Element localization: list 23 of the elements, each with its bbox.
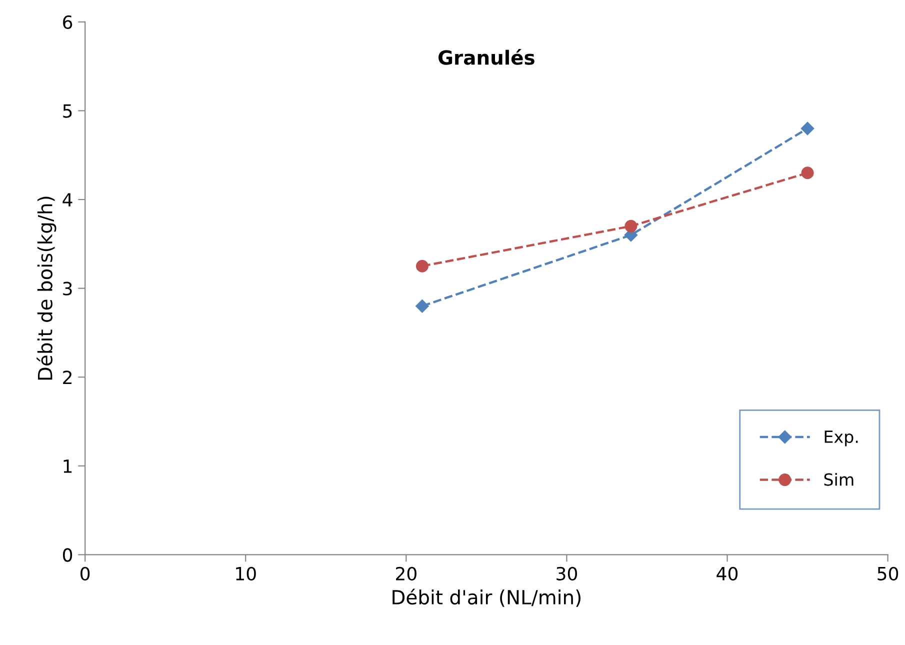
x-axis-title: Débit d'air (NL/min) bbox=[392, 588, 580, 607]
point bbox=[801, 166, 814, 180]
x-tick-label: 10 bbox=[236, 566, 256, 580]
y-tick-label: 6 bbox=[63, 15, 72, 30]
y-tick-label: 5 bbox=[63, 104, 72, 118]
y-axis-title: Débit de bois(kg/h) bbox=[36, 196, 56, 380]
point bbox=[416, 260, 428, 272]
x-tick-label: 0 bbox=[80, 566, 90, 580]
y-tick-label: 1 bbox=[64, 460, 72, 473]
legend-label: Exp. bbox=[824, 430, 858, 446]
x-tick-label: 20 bbox=[396, 566, 416, 580]
x-tick-label: 30 bbox=[556, 566, 577, 580]
y-tick-label: 0 bbox=[62, 548, 72, 562]
x-tick-label: 50 bbox=[878, 566, 898, 580]
text: Granulés bbox=[438, 49, 534, 65]
y-tick-label: 4 bbox=[62, 193, 72, 206]
point bbox=[800, 122, 814, 136]
point bbox=[416, 299, 429, 313]
x-tick-label: 40 bbox=[716, 566, 738, 580]
legend-label: Sim bbox=[824, 472, 854, 486]
point bbox=[624, 220, 638, 232]
y-tick-label: 2 bbox=[63, 370, 72, 384]
y-tick-label: 3 bbox=[63, 282, 72, 296]
